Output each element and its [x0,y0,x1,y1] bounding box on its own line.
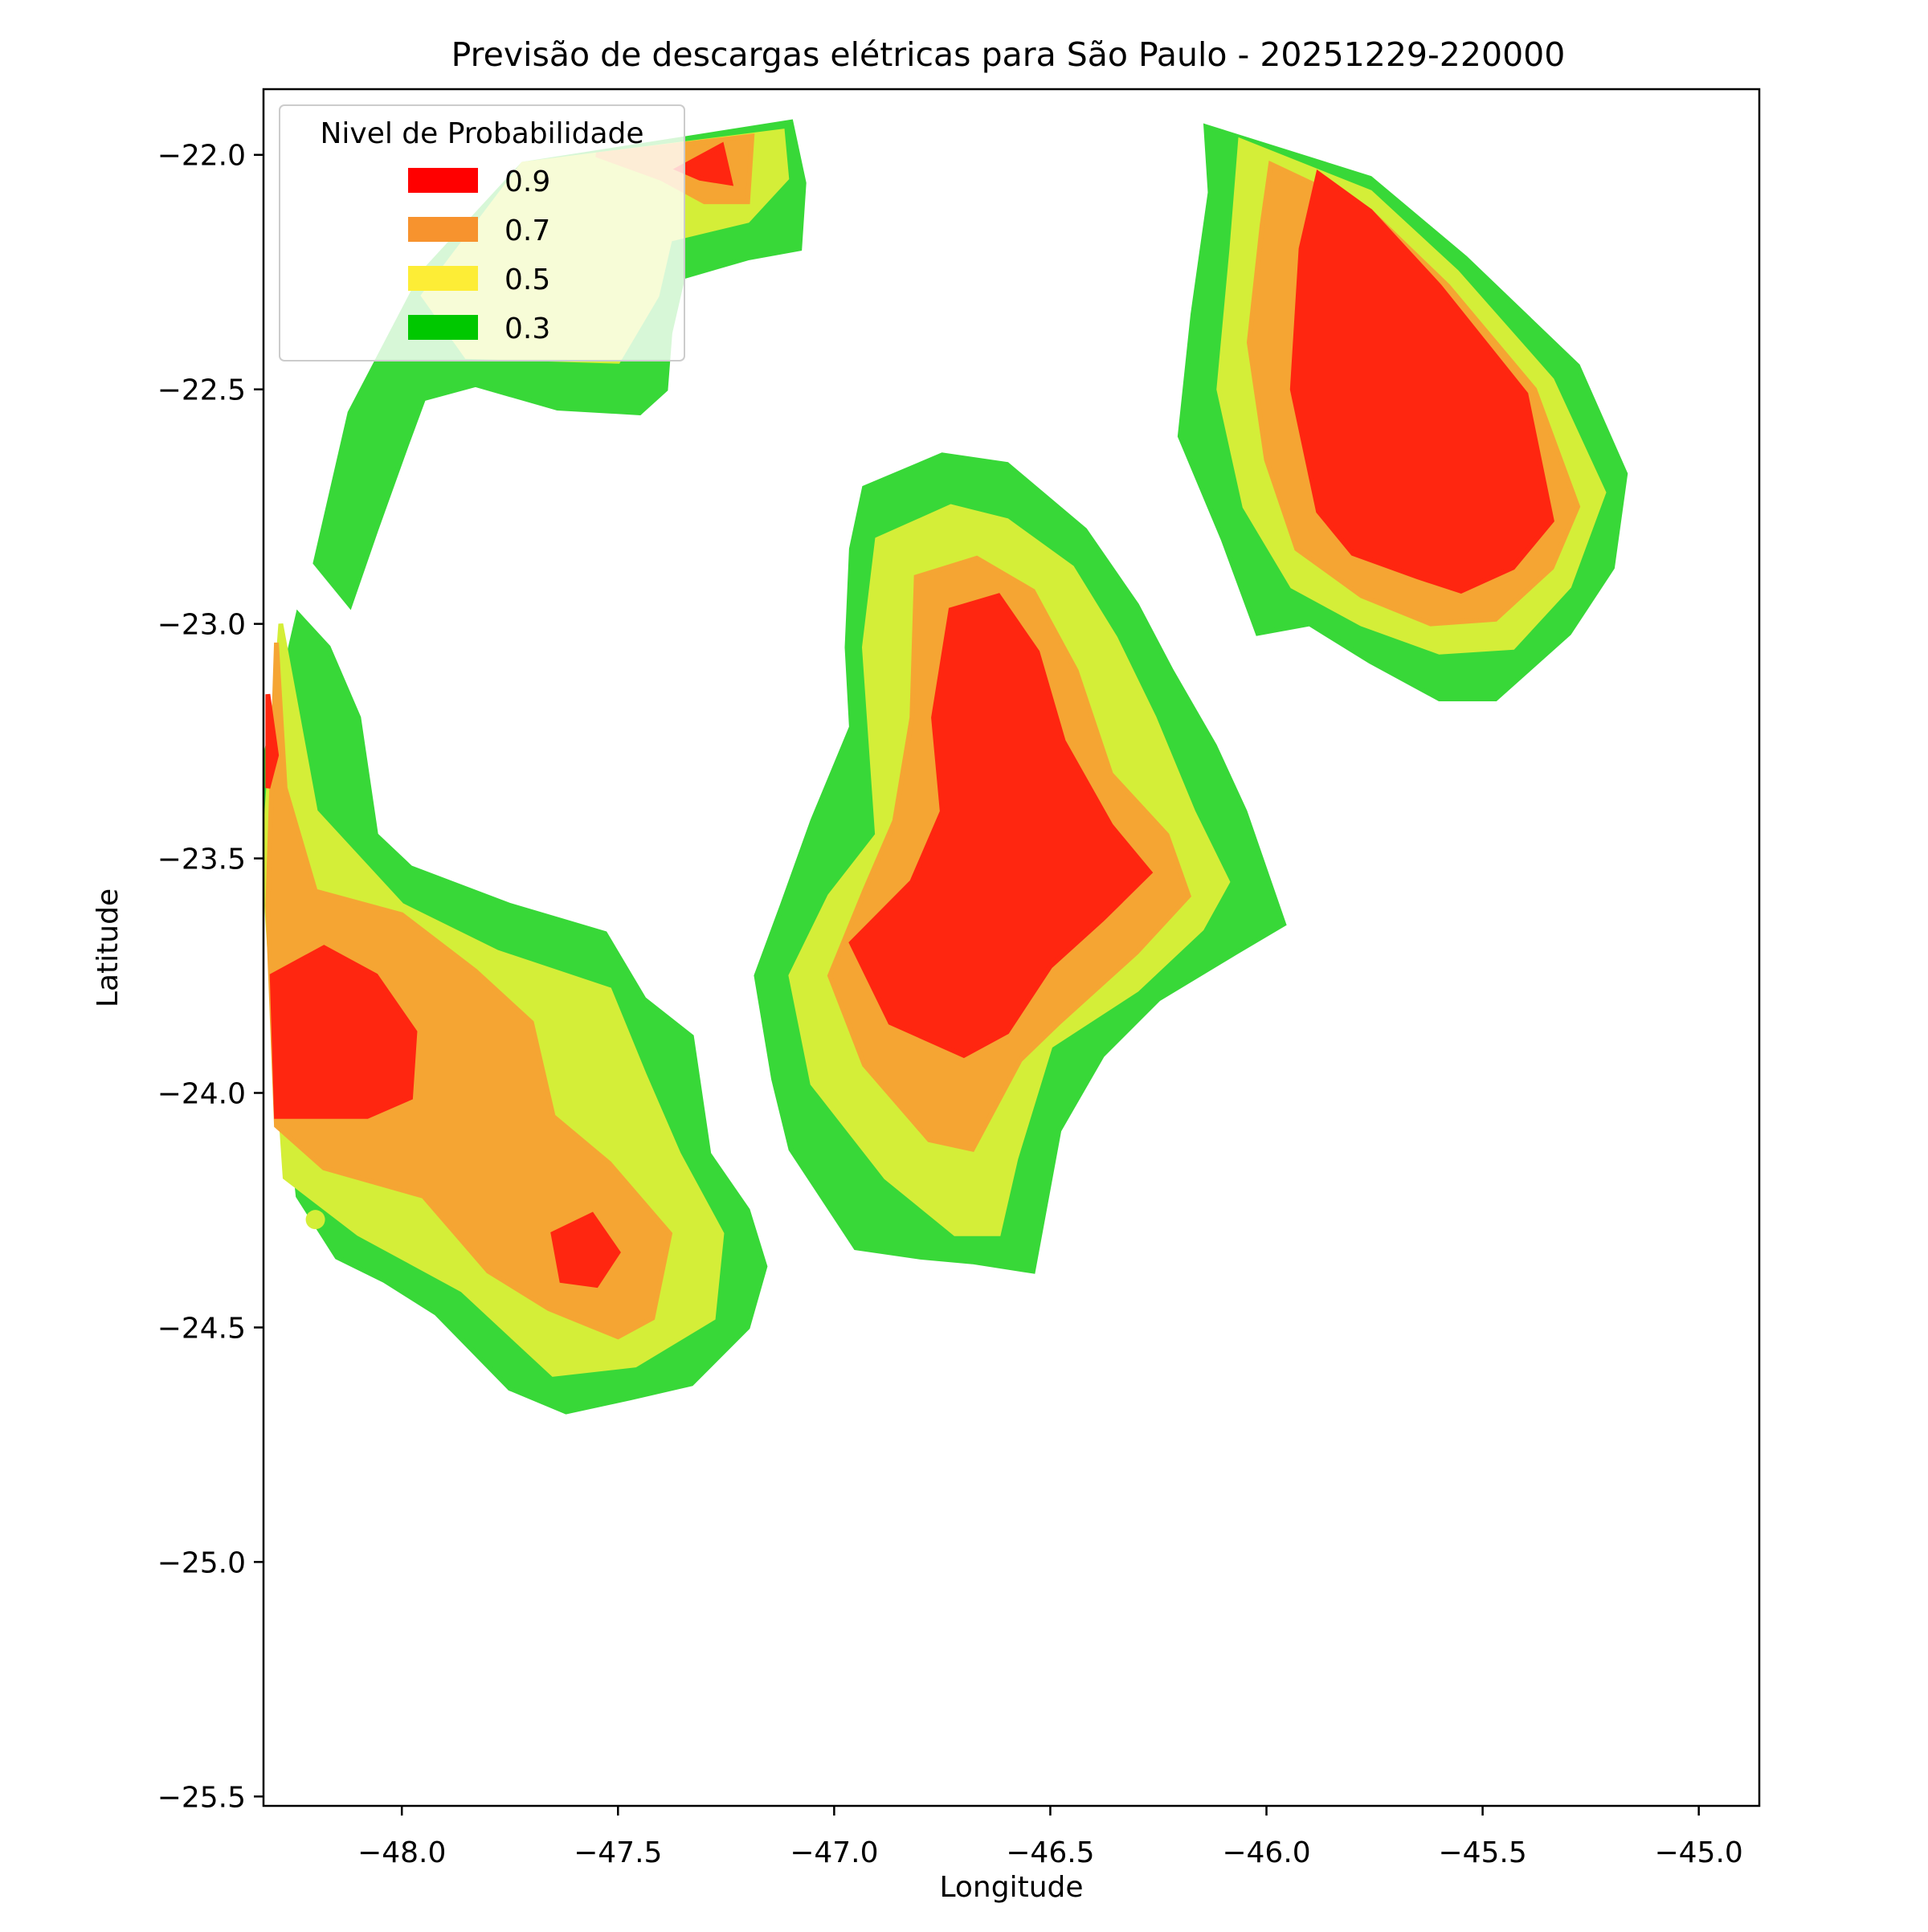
x-tick-label: −45.5 [1438,1836,1526,1869]
x-tick-label: −46.0 [1222,1836,1310,1869]
y-tick-label: −24.0 [157,1078,246,1111]
legend-title: Nivel de Probabilidade [320,117,643,150]
storm-cell-southwest-cell [263,609,768,1415]
y-tick-label: −22.5 [157,374,246,407]
legend-entry-label: 0.3 [504,312,550,345]
x-tick-label: −46.5 [1006,1836,1094,1869]
y-tick-label: −23.5 [157,843,246,876]
legend-swatch [408,315,478,340]
contour-level-0-9 [1289,170,1554,594]
x-axis-label: Longitude [939,1871,1083,1904]
contour-level-0-9 [265,693,280,789]
x-tick-label: −47.5 [574,1836,662,1869]
y-tick-label: −25.5 [157,1781,246,1814]
y-axis-label: Latitude [92,888,125,1007]
legend-swatch [408,217,478,242]
storm-cell-central-cell [754,452,1287,1274]
legend-entry-label: 0.7 [504,214,550,247]
contour-level-0-9 [672,141,734,186]
contour-level-0-9 [269,945,418,1119]
contour-level-0-9 [550,1211,621,1289]
legend-entry-label: 0.5 [504,263,550,296]
legend-box [279,104,685,361]
storm-cell-northeast-cell [1177,123,1628,701]
y-tick-label: −22.0 [157,140,246,173]
legend-entry-label: 0.9 [504,165,550,198]
x-tick-label: −45.0 [1654,1836,1742,1869]
contour-level-0-9 [848,593,1154,1059]
y-tick-label: −23.0 [157,609,246,642]
plot-frame [262,88,1761,1807]
chart-title: Previsão de descargas elétricas para São… [451,35,1566,74]
legend-swatch [408,266,478,291]
x-axis: −48.0 −47.5 −47.0 −46.5 −46.0 −45.5 −45.0 [357,1806,1743,1869]
probability-marker [305,1210,325,1230]
contour-level-0-7 [265,642,673,1340]
x-tick-label: −47.0 [790,1836,878,1869]
x-tick-label: −48.0 [357,1836,446,1869]
legend: Nivel de Probabilidade 0.9 0.7 0.5 0.3 [279,104,685,361]
legend-swatch [408,168,478,193]
y-tick-label: −24.5 [157,1312,246,1345]
y-axis: −22.0 −22.5 −23.0 −23.5 −24.0 −24.5 −25.0 −25.5 [157,140,263,1814]
probability-contours [263,119,1628,1415]
y-tick-label: −25.0 [157,1546,246,1579]
